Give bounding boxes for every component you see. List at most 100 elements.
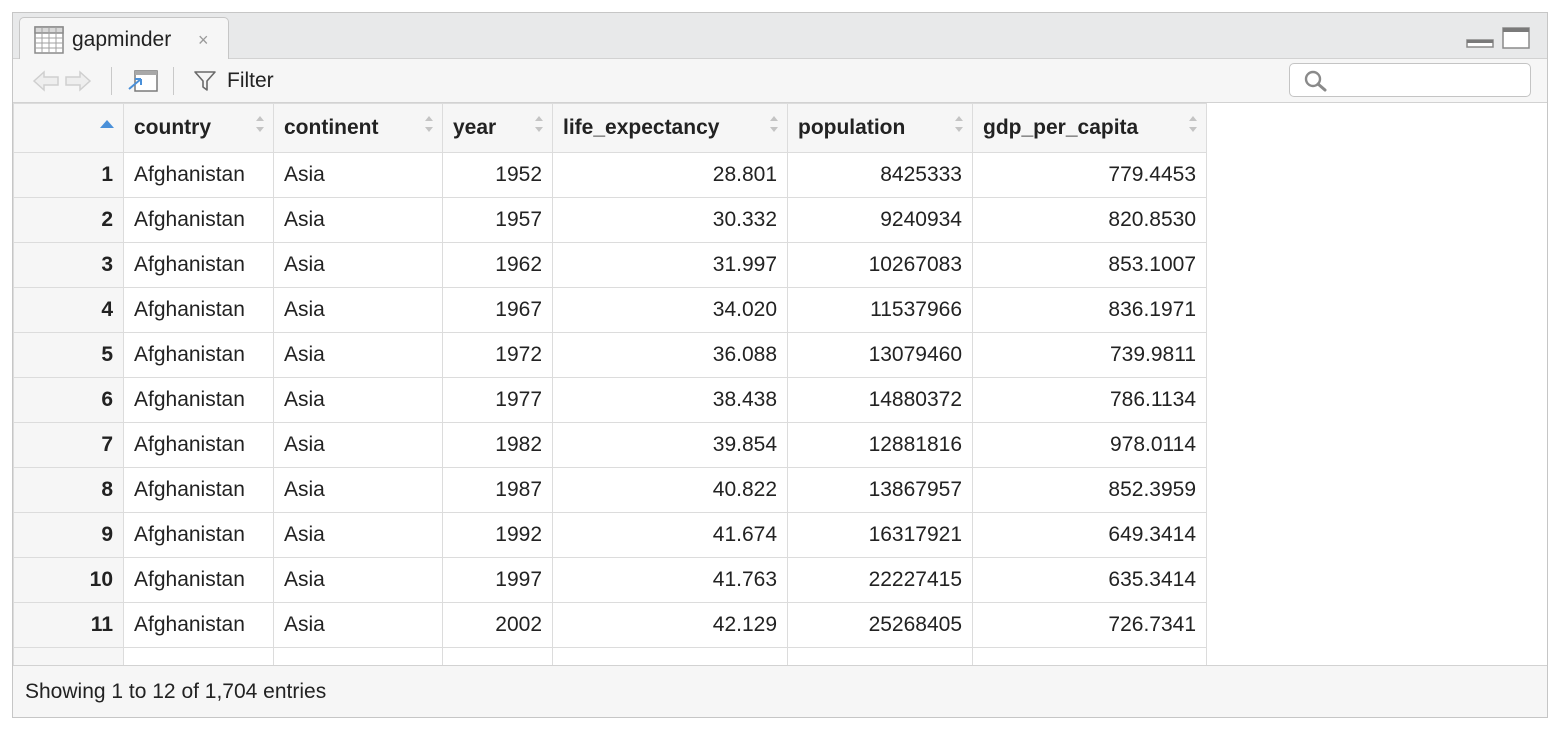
column-header-year[interactable]: year: [442, 103, 553, 153]
cell-gdp-per-capita: 635.3414: [972, 557, 1207, 603]
search-input[interactable]: [1336, 68, 1526, 94]
column-header-gdp-per-capita[interactable]: gdp_per_capita: [972, 103, 1207, 153]
column-header-label: continent: [284, 116, 379, 139]
cell-year: 1972: [442, 332, 553, 378]
cell-continent: Asia: [273, 557, 443, 603]
column-header-label: life_expectancy: [563, 116, 720, 139]
close-icon[interactable]: ×: [198, 30, 209, 50]
column-header-life-expectancy[interactable]: life_expectancy: [552, 103, 788, 153]
tab-label: gapminder: [72, 28, 172, 51]
cell-gdp-per-capita: 739.9811: [972, 332, 1207, 378]
sort-ascending-icon: [100, 120, 114, 128]
table-icon: [34, 26, 64, 54]
minimize-icon[interactable]: [1465, 26, 1495, 50]
table-row[interactable]: 7 Afghanistan Asia 1982 39.854 12881816 …: [13, 422, 1207, 468]
cell-life-expectancy: 41.674: [552, 512, 788, 558]
cell-continent: Asia: [273, 152, 443, 198]
cell-gdp-per-capita: 726.7341: [972, 602, 1207, 648]
table-row[interactable]: 6 Afghanistan Asia 1977 38.438 14880372 …: [13, 377, 1207, 423]
search-icon: [1304, 70, 1327, 92]
forward-arrow-icon[interactable]: [63, 69, 93, 93]
maximize-icon[interactable]: [1501, 26, 1531, 50]
cell-country: Afghanistan: [123, 377, 274, 423]
table-row[interactable]: 5 Afghanistan Asia 1972 36.088 13079460 …: [13, 332, 1207, 378]
column-header-country[interactable]: country: [123, 103, 274, 153]
cell-country: Afghanistan: [123, 557, 274, 603]
cell-continent: [273, 647, 443, 667]
table-row[interactable]: 1 Afghanistan Asia 1952 28.801 8425333 7…: [13, 152, 1207, 198]
cell-population: 13867957: [787, 467, 973, 513]
cell-country: [123, 647, 274, 667]
cell-year: 1952: [442, 152, 553, 198]
data-grid-area: country continent year life_expectancy p…: [13, 103, 1547, 667]
column-header-continent[interactable]: continent: [273, 103, 443, 153]
row-number: 10: [13, 557, 124, 603]
search-box[interactable]: [1289, 63, 1531, 97]
cell-continent: Asia: [273, 287, 443, 333]
cell-year: 1982: [442, 422, 553, 468]
popout-window-icon[interactable]: [127, 67, 159, 95]
cell-country: Afghanistan: [123, 422, 274, 468]
cell-country: Afghanistan: [123, 602, 274, 648]
row-index-header[interactable]: [13, 103, 124, 153]
row-number: 2: [13, 197, 124, 243]
row-number: 9: [13, 512, 124, 558]
cell-life-expectancy: 40.822: [552, 467, 788, 513]
table-row[interactable]: 8 Afghanistan Asia 1987 40.822 13867957 …: [13, 467, 1207, 513]
column-header-population[interactable]: population: [787, 103, 973, 153]
column-header-label: gdp_per_capita: [983, 116, 1139, 139]
cell-gdp-per-capita: 786.1134: [972, 377, 1207, 423]
cell-population: 10267083: [787, 242, 973, 288]
cell-year: 1997: [442, 557, 553, 603]
cell-population: 16317921: [787, 512, 973, 558]
cell-gdp-per-capita: 779.4453: [972, 152, 1207, 198]
tab-gapminder[interactable]: gapminder ×: [19, 17, 229, 59]
data-table: country continent year life_expectancy p…: [13, 103, 1207, 667]
cell-gdp-per-capita: 820.8530: [972, 197, 1207, 243]
cell-population: 22227415: [787, 557, 973, 603]
toolbar-divider: [173, 67, 174, 95]
row-number: 5: [13, 332, 124, 378]
cell-country: Afghanistan: [123, 512, 274, 558]
cell-continent: Asia: [273, 467, 443, 513]
cell-country: Afghanistan: [123, 287, 274, 333]
cell-year: 1977: [442, 377, 553, 423]
entries-status: Showing 1 to 12 of 1,704 entries: [25, 680, 327, 703]
toolbar: Filter: [13, 59, 1547, 103]
cell-year: 1957: [442, 197, 553, 243]
table-row-partial[interactable]: [13, 647, 1207, 667]
cell-continent: Asia: [273, 422, 443, 468]
table-row[interactable]: 9 Afghanistan Asia 1992 41.674 16317921 …: [13, 512, 1207, 558]
row-number: 1: [13, 152, 124, 198]
cell-year: 2002: [442, 602, 553, 648]
sort-arrows-icon: [770, 116, 778, 132]
cell-country: Afghanistan: [123, 467, 274, 513]
cell-life-expectancy: 30.332: [552, 197, 788, 243]
column-header-label: year: [453, 116, 497, 139]
filter-label: Filter: [227, 69, 274, 92]
sort-arrows-icon: [256, 116, 264, 132]
row-number: 4: [13, 287, 124, 333]
cell-year: 1962: [442, 242, 553, 288]
table-row[interactable]: 2 Afghanistan Asia 1957 30.332 9240934 8…: [13, 197, 1207, 243]
table-row[interactable]: 3 Afghanistan Asia 1962 31.997 10267083 …: [13, 242, 1207, 288]
column-header-label: country: [134, 116, 212, 139]
cell-continent: Asia: [273, 332, 443, 378]
cell-life-expectancy: 31.997: [552, 242, 788, 288]
status-footer: Showing 1 to 12 of 1,704 entries: [13, 665, 1547, 717]
table-row[interactable]: 11 Afghanistan Asia 2002 42.129 25268405…: [13, 602, 1207, 648]
cell-life-expectancy: 42.129: [552, 602, 788, 648]
cell-population: 14880372: [787, 377, 973, 423]
cell-population: 12881816: [787, 422, 973, 468]
table-row[interactable]: 4 Afghanistan Asia 1967 34.020 11537966 …: [13, 287, 1207, 333]
cell-continent: Asia: [273, 197, 443, 243]
cell-life-expectancy: 28.801: [552, 152, 788, 198]
back-arrow-icon[interactable]: [31, 69, 61, 93]
cell-gdp-per-capita: 649.3414: [972, 512, 1207, 558]
cell-gdp-per-capita: [972, 647, 1207, 667]
table-row[interactable]: 10 Afghanistan Asia 1997 41.763 22227415…: [13, 557, 1207, 603]
cell-life-expectancy: 34.020: [552, 287, 788, 333]
cell-continent: Asia: [273, 512, 443, 558]
sort-arrows-icon: [955, 116, 963, 132]
cell-life-expectancy: 41.763: [552, 557, 788, 603]
